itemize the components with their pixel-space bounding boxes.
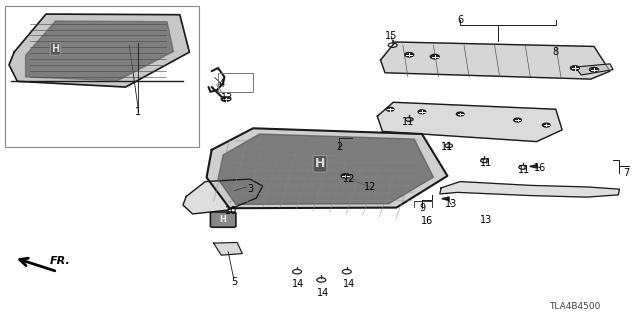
Text: 16: 16 (421, 216, 433, 226)
Polygon shape (575, 64, 613, 75)
Polygon shape (214, 243, 243, 255)
Polygon shape (442, 197, 449, 200)
Text: 11: 11 (518, 164, 530, 174)
Text: 13: 13 (445, 199, 458, 209)
Text: 12: 12 (342, 174, 355, 184)
Circle shape (430, 54, 439, 59)
Bar (218, 73, 253, 92)
Text: 8: 8 (553, 47, 559, 57)
Text: 13: 13 (479, 215, 492, 225)
Text: 13: 13 (221, 93, 233, 103)
Circle shape (341, 174, 350, 178)
Polygon shape (378, 102, 562, 142)
Text: 6: 6 (457, 15, 463, 25)
Polygon shape (218, 134, 433, 204)
Text: 5: 5 (231, 277, 237, 287)
Polygon shape (9, 14, 189, 87)
Text: H: H (51, 44, 60, 54)
Text: TLA4B4500: TLA4B4500 (549, 302, 600, 311)
Text: 11: 11 (442, 142, 454, 152)
Text: 11: 11 (402, 117, 414, 127)
Text: 14: 14 (292, 279, 304, 289)
Text: 10: 10 (225, 206, 237, 216)
Bar (4, 6, 199, 147)
Text: 11: 11 (479, 158, 492, 168)
Polygon shape (440, 181, 620, 197)
Text: H: H (220, 215, 227, 224)
Polygon shape (26, 21, 173, 81)
Polygon shape (530, 164, 537, 168)
Text: 7: 7 (623, 168, 629, 178)
Circle shape (221, 97, 230, 101)
Text: FR.: FR. (50, 256, 70, 266)
Polygon shape (207, 128, 447, 208)
FancyBboxPatch shape (211, 212, 236, 227)
Text: 9: 9 (419, 203, 425, 212)
Circle shape (570, 66, 579, 70)
Text: 1: 1 (135, 108, 141, 117)
Circle shape (456, 112, 464, 116)
Text: H: H (315, 157, 325, 170)
Text: 4: 4 (218, 79, 224, 89)
Text: 16: 16 (534, 163, 547, 173)
Polygon shape (381, 42, 610, 79)
Circle shape (542, 123, 550, 127)
Polygon shape (183, 179, 262, 214)
Text: 15: 15 (385, 31, 397, 41)
Circle shape (404, 52, 413, 57)
Text: 14: 14 (342, 279, 355, 289)
Text: 2: 2 (336, 142, 342, 152)
Text: 14: 14 (317, 288, 330, 298)
Circle shape (514, 118, 522, 122)
Circle shape (387, 107, 394, 111)
Text: 3: 3 (247, 184, 253, 194)
Text: 12: 12 (364, 182, 376, 192)
Circle shape (589, 68, 598, 72)
Circle shape (418, 110, 426, 114)
